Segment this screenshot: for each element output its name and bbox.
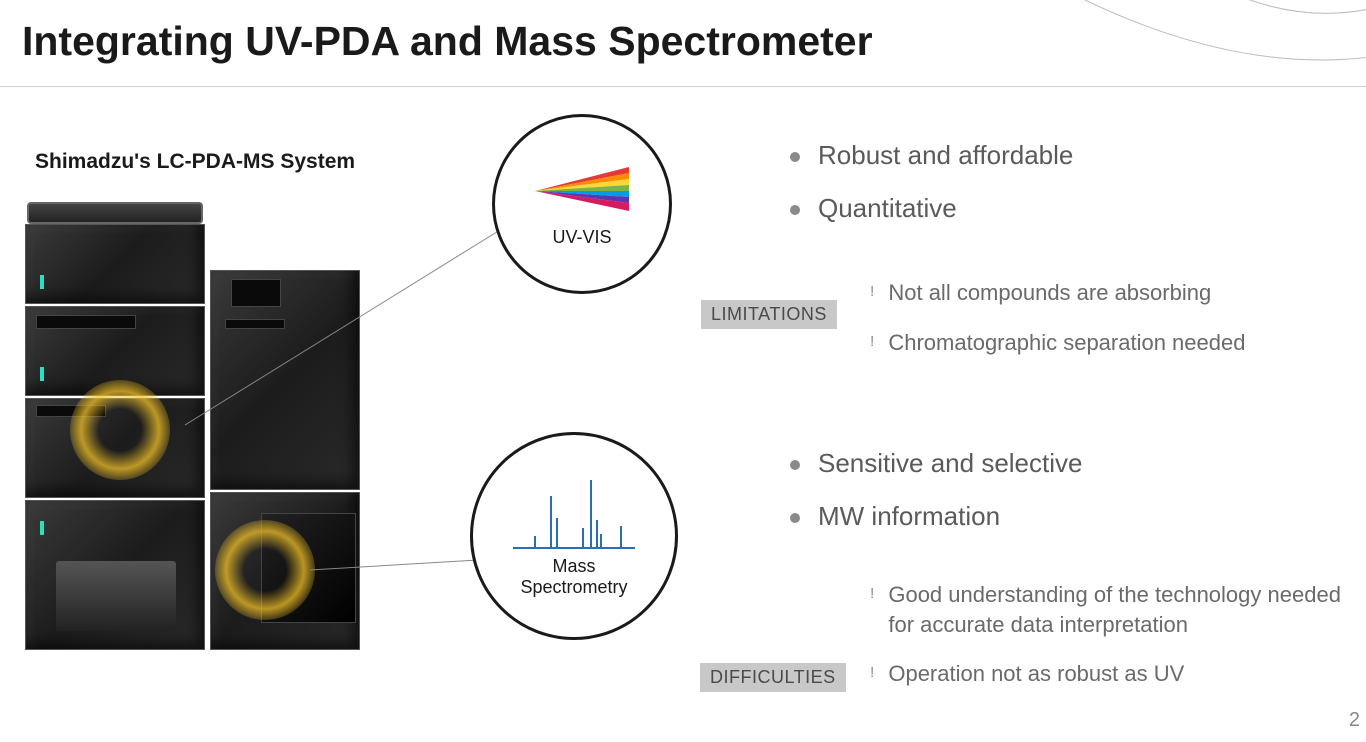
- uv-bullet-1: Robust and affordable: [790, 140, 1073, 171]
- bullet-dot-icon: [790, 205, 800, 215]
- prism-icon: [527, 161, 637, 221]
- uv-vis-label: UV-VIS: [552, 227, 611, 248]
- bullet-dot-icon: [790, 460, 800, 470]
- slide-title: Integrating UV-PDA and Mass Spectrometer: [22, 18, 873, 65]
- bullet-dot-icon: [790, 513, 800, 523]
- instrument-illustration: [15, 210, 375, 680]
- ms-detector-circle: Mass Spectrometry: [470, 432, 678, 640]
- difficulties-tag: DIFFICULTIES: [700, 663, 846, 692]
- ms-difficulty-2: !! Operation not as robust as UV: [870, 659, 1348, 689]
- ms-label-line1: Mass: [552, 556, 595, 576]
- ms-difficulty-1: !! Good understanding of the technology …: [870, 580, 1348, 639]
- ms-spectrum-icon: [509, 474, 639, 554]
- title-underline: [0, 86, 1366, 87]
- uv-limitation-2: !! Chromatographic separation needed: [870, 328, 1245, 358]
- uv-bullet-list: Robust and affordable Quantitative: [790, 140, 1073, 246]
- ms-difficulties-list: !! Good understanding of the technology …: [870, 580, 1348, 709]
- limitations-tag: LIMITATIONS: [701, 300, 837, 329]
- uv-limitation-1: !! Not all compounds are absorbing: [870, 278, 1245, 308]
- uv-vis-detector-circle: UV-VIS: [492, 114, 672, 294]
- decorative-arcs: [1046, 0, 1366, 180]
- uv-limitations-list: !! Not all compounds are absorbing !! Ch…: [870, 278, 1245, 377]
- uv-bullet-2: Quantitative: [790, 193, 1073, 224]
- ms-bullet-2: MW information: [790, 501, 1082, 532]
- bullet-dot-icon: [790, 152, 800, 162]
- ms-bullet-1: Sensitive and selective: [790, 448, 1082, 479]
- ms-label-line2: Spectrometry: [520, 577, 627, 597]
- system-label: Shimadzu's LC-PDA-MS System: [35, 150, 355, 174]
- ms-bullet-list: Sensitive and selective MW information: [790, 448, 1082, 554]
- page-number: 2: [1349, 709, 1360, 732]
